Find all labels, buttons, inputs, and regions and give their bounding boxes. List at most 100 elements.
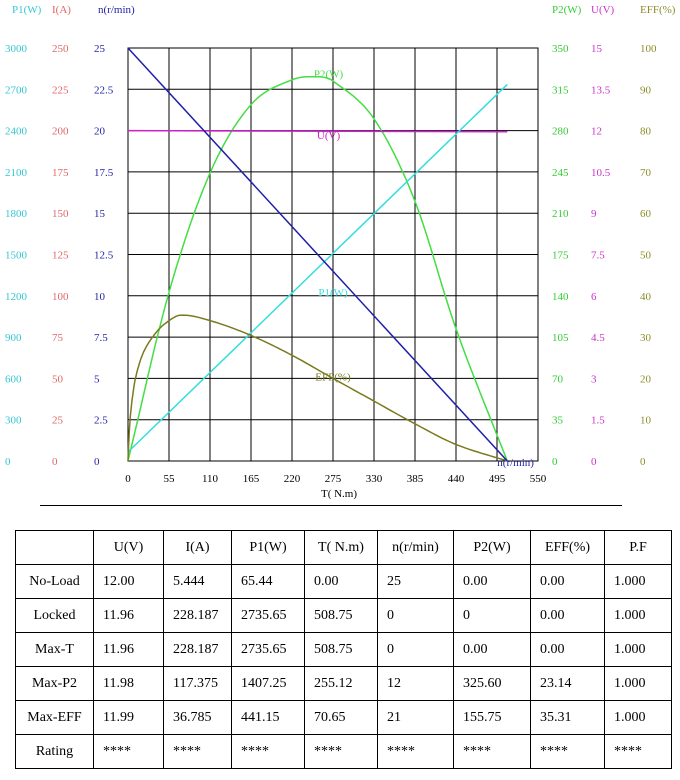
table-cell: **** bbox=[93, 734, 164, 769]
table-cell: 1.000 bbox=[604, 700, 672, 735]
table-cell: 11.98 bbox=[93, 666, 164, 701]
table-cell: 21 bbox=[377, 700, 454, 735]
table-header-cell: I(A) bbox=[163, 530, 232, 565]
table-cell: 0.00 bbox=[530, 598, 605, 633]
table-cell: 117.375 bbox=[163, 666, 232, 701]
right-tick-label: 70 bbox=[552, 373, 564, 385]
table-cell: **** bbox=[163, 734, 232, 769]
table-cell: 255.12 bbox=[304, 666, 378, 701]
left-tick-label: 250 bbox=[52, 43, 69, 55]
axis-title-right: P2(W) bbox=[552, 4, 582, 16]
table-cell: **** bbox=[604, 734, 672, 769]
left-tick-label: 1800 bbox=[5, 208, 28, 220]
right-tick-label: 70 bbox=[640, 167, 652, 179]
right-tick-label: 4.5 bbox=[591, 332, 605, 344]
right-tick-label: 1.5 bbox=[591, 415, 605, 427]
table-cell: 1.000 bbox=[604, 666, 672, 701]
table-cell: 1407.25 bbox=[231, 666, 305, 701]
right-tick-label: 0 bbox=[640, 456, 646, 468]
right-tick-label: 280 bbox=[552, 126, 569, 138]
right-tick-label: 100 bbox=[640, 43, 657, 55]
left-tick-label: 2.5 bbox=[94, 415, 108, 427]
right-tick-label: 7.5 bbox=[591, 250, 605, 262]
right-tick-label: 6 bbox=[591, 291, 597, 303]
table-cell: 35.31 bbox=[530, 700, 605, 735]
right-tick-label: 0 bbox=[552, 456, 558, 468]
table-cell: 155.75 bbox=[453, 700, 531, 735]
left-tick-label: 75 bbox=[52, 332, 64, 344]
left-tick-label: 1500 bbox=[5, 250, 28, 262]
left-tick-label: 5 bbox=[94, 373, 100, 385]
table-cell: 25 bbox=[377, 564, 454, 599]
table-header-cell: P.F bbox=[604, 530, 672, 565]
chart-grid bbox=[127, 47, 539, 462]
table-cell: **** bbox=[530, 734, 605, 769]
motor-performance-chart: P1(W) I(A) n(r/min) P2(W) U(V) EFF(%) 0300600… bbox=[5, 4, 676, 500]
table-row: Max-T 11.96 228.187 2735.65 508.75 0 0.00 0.00 1… bbox=[15, 632, 672, 667]
table-cell: 0 bbox=[377, 598, 454, 633]
right-tick-label: 245 bbox=[552, 167, 569, 179]
right-tick-label: 60 bbox=[640, 208, 652, 220]
table-row: Locked 11.96 228.187 2735.65 508.75 0 0 0.00 1.0… bbox=[15, 598, 672, 633]
table-cell: 1.000 bbox=[604, 564, 672, 599]
table-cell: 0.00 bbox=[530, 564, 605, 599]
right-tick-label: 9 bbox=[591, 208, 597, 220]
table-cell: 0.00 bbox=[304, 564, 378, 599]
left-tick-label: 225 bbox=[52, 84, 69, 96]
axis-title-left: P1(W) bbox=[12, 4, 42, 16]
left-tick-label: 2400 bbox=[5, 126, 28, 138]
left-tick-label: 300 bbox=[5, 415, 22, 427]
table-header-cell: U(V) bbox=[93, 530, 164, 565]
left-tick-label: 0 bbox=[94, 456, 100, 468]
table-header-cell: P2(W) bbox=[453, 530, 531, 565]
left-tick-label: 50 bbox=[52, 373, 64, 385]
table-cell: 0 bbox=[377, 632, 454, 667]
left-tick-label: 0 bbox=[52, 456, 58, 468]
table-row: Max-P2 11.98 117.375 1407.25 255.12 12 325.60 2… bbox=[15, 666, 672, 701]
right-tick-label: 210 bbox=[552, 208, 569, 220]
chart-table-divider bbox=[40, 505, 622, 506]
right-tick-label: 10.5 bbox=[591, 167, 611, 179]
left-tick-label: 25 bbox=[52, 415, 64, 427]
table-cell: 70.65 bbox=[304, 700, 378, 735]
right-tick-label: 350 bbox=[552, 43, 569, 55]
table-row: Rating **** **** **** **** **** **** **** **** bbox=[15, 734, 672, 769]
table-row-label: Locked bbox=[15, 598, 94, 633]
performance-table: U(V) I(A) P1(W) T( N.m) n(r/min) P2(W) EFF(%) P… bbox=[15, 530, 672, 769]
left-tick-label: 25 bbox=[94, 43, 106, 55]
left-tick-label: 150 bbox=[52, 208, 69, 220]
right-tick-label: 35 bbox=[552, 415, 564, 427]
table-cell: 228.187 bbox=[163, 598, 232, 633]
table-header-cell: P1(W) bbox=[231, 530, 305, 565]
left-axis-ticks: 0300600900120015001800210024002700300002… bbox=[5, 43, 114, 468]
axis-title-right: U(V) bbox=[591, 4, 615, 16]
right-tick-label: 50 bbox=[640, 250, 652, 262]
right-tick-label: 3 bbox=[591, 373, 597, 385]
x-tick-label: 55 bbox=[164, 473, 176, 485]
series-line bbox=[127, 129, 508, 133]
table-cell: 65.44 bbox=[231, 564, 305, 599]
table-row-label: Max-EFF bbox=[15, 700, 94, 735]
table-cell: **** bbox=[453, 734, 531, 769]
table-cell: 11.99 bbox=[93, 700, 164, 735]
table-cell: 1.000 bbox=[604, 598, 672, 633]
table-cell: 0 bbox=[453, 598, 531, 633]
table-cell: 2735.65 bbox=[231, 632, 305, 667]
series-label: EFF(%) bbox=[315, 371, 351, 383]
table-row: Max-EFF 11.99 36.785 441.15 70.65 21 155.75 35.… bbox=[15, 700, 672, 735]
x-tick-label: 330 bbox=[366, 473, 383, 485]
series-line bbox=[127, 83, 508, 453]
right-tick-label: 13.5 bbox=[591, 84, 611, 96]
left-tick-label: 2100 bbox=[5, 167, 28, 179]
x-tick-label: 495 bbox=[489, 473, 506, 485]
left-tick-label: 175 bbox=[52, 167, 69, 179]
left-tick-label: 200 bbox=[52, 126, 69, 138]
x-tick-label: 0 bbox=[125, 473, 131, 485]
table-row-label: Max-P2 bbox=[15, 666, 94, 701]
axis-title-right: EFF(%) bbox=[640, 4, 676, 16]
series-line bbox=[127, 314, 508, 462]
x-axis-ticks: 0 55 110 165 220 275 330 385 440 495 550 bbox=[125, 473, 547, 485]
series-label: P1(W) bbox=[318, 287, 348, 299]
right-tick-label: 0 bbox=[591, 456, 597, 468]
axis-title-left: n(r/min) bbox=[98, 4, 135, 16]
